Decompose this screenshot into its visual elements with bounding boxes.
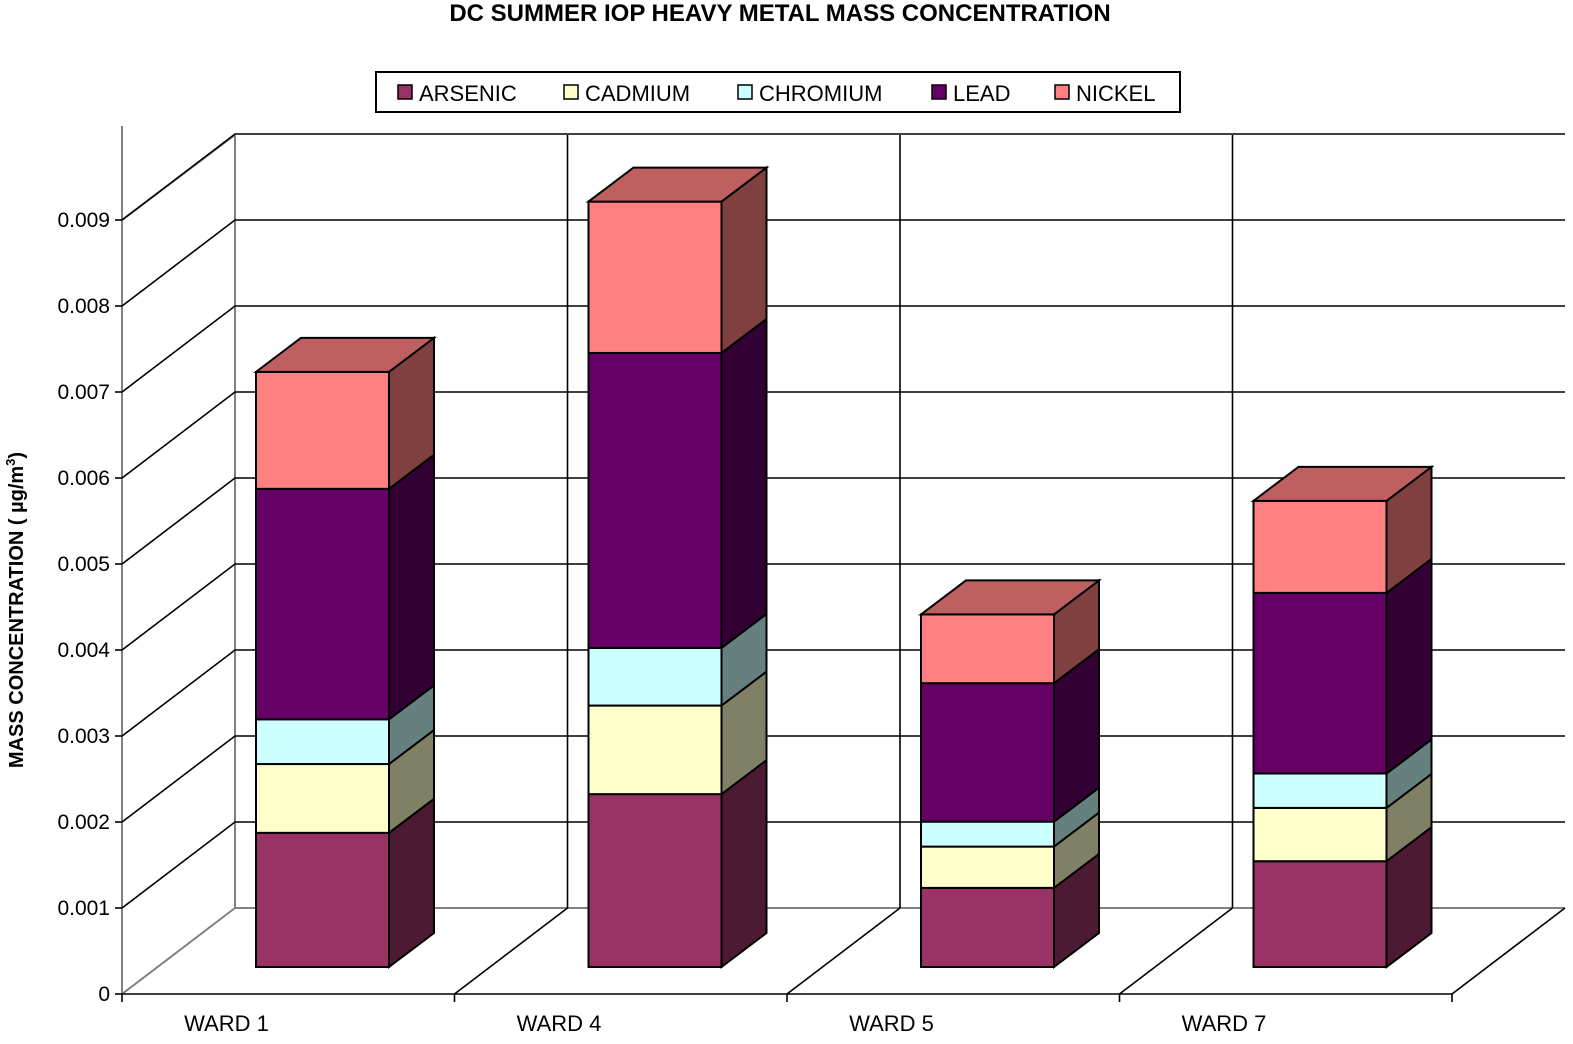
bar-segment-arsenic	[920, 886, 1055, 969]
gridline	[121, 821, 1565, 909]
bar-segment-cadmium	[1252, 806, 1388, 863]
gridline	[121, 219, 1565, 307]
bar-segment-chromium	[587, 646, 723, 707]
bar-segment-chromium	[255, 718, 390, 766]
legend-swatch-arsenic	[397, 84, 413, 100]
bar-segment-cadmium	[587, 704, 723, 796]
bar-segment-side-lead	[1385, 556, 1433, 776]
y-tick-label: 0.002	[57, 811, 110, 834]
bar-top-nickel	[1250, 465, 1435, 502]
svg-text:MASS CONCENTRATION ( µg/m3): MASS CONCENTRATION ( µg/m3)	[3, 452, 28, 768]
bar-top-nickel	[585, 166, 770, 203]
x-tick-label: WARD 7	[1182, 1011, 1267, 1036]
floor-left-edge	[121, 907, 236, 995]
y-axis-label-superscript: 3	[3, 459, 18, 466]
y-tick-label: 0.004	[57, 639, 110, 662]
legend-swatch-nickel	[1054, 84, 1070, 100]
legend-label-lead: LEAD	[953, 81, 1010, 106]
bar-segment-nickel	[255, 370, 390, 490]
bar-segment-lead	[1252, 591, 1388, 775]
gridline	[121, 391, 1565, 479]
axes: WARD 1 WARD 4 WARD 5 WARD 7 0 0.001 0.002 0.003…	[57, 209, 1453, 1036]
bar-segment-chromium	[1252, 772, 1388, 809]
y-tick-label: 0.006	[57, 467, 110, 490]
legend: ARSENIC CADMIUM CHROMIUM LEAD NICKEL	[375, 71, 1181, 113]
bar-segment-lead	[255, 487, 390, 721]
bar-segment-nickel	[920, 613, 1055, 685]
legend-swatch-lead	[931, 84, 947, 100]
bar-top-nickel	[253, 336, 437, 373]
legend-label-nickel: NICKEL	[1076, 81, 1155, 106]
bar-stack-ward-1	[253, 335, 437, 970]
bar-stack-ward-5	[918, 578, 1102, 970]
bars	[253, 165, 1435, 970]
gridline	[121, 649, 1565, 737]
gridline	[121, 305, 1565, 393]
bar-stack-ward-7	[1250, 464, 1435, 970]
bar-segment-nickel	[1252, 499, 1388, 594]
bar-stack-ward-4	[585, 165, 770, 970]
y-axis-label-text: MASS CONCENTRATION ( µg/m	[6, 466, 28, 768]
chart-title: DC SUMMER IOP HEAVY METAL MASS CONCENTRA…	[449, 0, 1110, 27]
gridline	[121, 563, 1565, 651]
y-tick-label: 0	[98, 983, 110, 1006]
gridline	[121, 133, 1565, 221]
floor-divider	[454, 907, 568, 995]
bar-segment-lead	[920, 682, 1055, 823]
x-tick-label: WARD 5	[849, 1011, 934, 1036]
bar-segment-cadmium	[255, 763, 390, 834]
bar-segment-lead	[587, 351, 723, 649]
bar-segment-arsenic	[587, 793, 723, 969]
legend-label-chromium: CHROMIUM	[759, 81, 882, 106]
bar-segment-cadmium	[920, 845, 1055, 889]
y-axis-label-suffix: )	[6, 452, 28, 459]
y-tick-label: 0.007	[57, 381, 110, 404]
legend-label-cadmium: CADMIUM	[585, 81, 690, 106]
bar-segment-nickel	[587, 200, 723, 354]
bar-segment-side-arsenic	[720, 758, 768, 970]
bar-top-nickel	[918, 579, 1102, 616]
x-tick-label: WARD 1	[184, 1011, 269, 1036]
legend-label-arsenic: ARSENIC	[419, 81, 517, 106]
bar-segment-side-lead	[720, 316, 768, 650]
floor-divider	[1119, 907, 1233, 995]
legend-swatch-chromium	[737, 84, 753, 100]
floor-divider	[786, 907, 901, 995]
x-tick-label: WARD 4	[517, 1011, 602, 1036]
chart-walls	[121, 126, 1566, 995]
y-tick-label: 0.001	[57, 897, 110, 920]
legend-box	[375, 71, 1181, 113]
y-tick-label: 0.003	[57, 725, 110, 748]
bar-segment-side-lead	[388, 452, 435, 722]
gridline	[121, 735, 1565, 823]
bar-segment-arsenic	[1252, 860, 1388, 968]
y-tick-label: 0.009	[57, 209, 110, 232]
y-axis-label: MASS CONCENTRATION ( µg/m3)	[3, 452, 28, 768]
bar-segment-chromium	[920, 820, 1055, 848]
legend-swatch-cadmium	[563, 84, 579, 100]
y-tick-label: 0.008	[57, 295, 110, 318]
y-tick-label: 0.005	[57, 553, 110, 576]
bar-segment-arsenic	[255, 831, 390, 969]
gridline	[121, 477, 1565, 565]
floor-divider	[1451, 907, 1566, 995]
